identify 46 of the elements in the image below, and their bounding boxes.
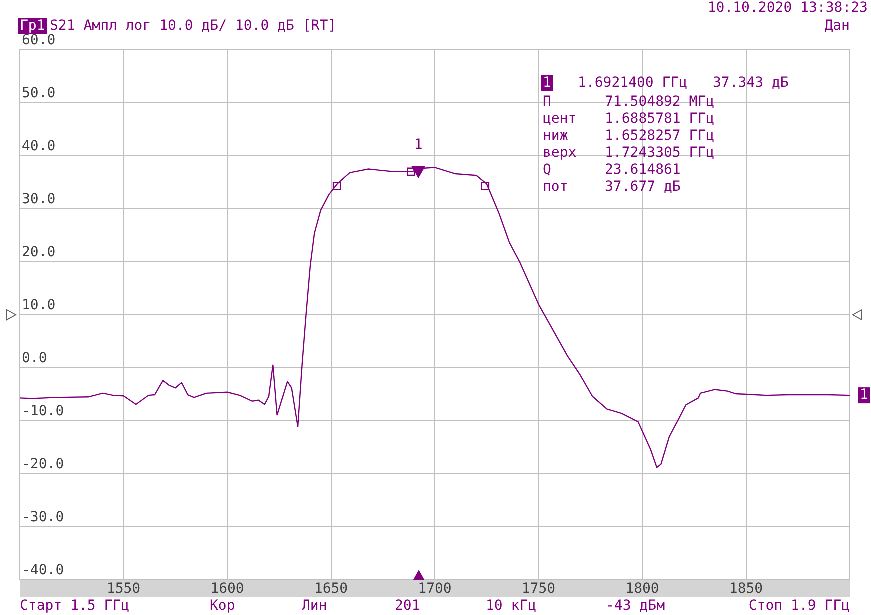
annotation: 1.7243305 ГГц bbox=[605, 145, 715, 161]
x-tick-label: 1650 bbox=[314, 581, 348, 598]
x-tick-label: 1700 bbox=[418, 581, 452, 598]
annotation: цент bbox=[543, 111, 577, 127]
x-tick-label: 1750 bbox=[522, 581, 556, 598]
annotation: П bbox=[543, 94, 552, 110]
text: 10.10.2020 13:38:23 bbox=[708, 0, 868, 16]
y-tick-label: 50.0 bbox=[22, 86, 56, 102]
chart-title: S21 Ампл лог 10.0 дБ/ 10.0 дБ [RT] bbox=[50, 18, 337, 34]
y-tick-label: 10.0 bbox=[22, 298, 56, 314]
y-tick-label: 0.0 bbox=[22, 350, 48, 367]
annotation: 23.614861 bbox=[605, 162, 681, 178]
annotation: 37.677 дБ bbox=[605, 179, 681, 195]
annotation: 71.504892 МГц bbox=[605, 94, 715, 110]
y-tick-label: 30.0 bbox=[22, 192, 56, 208]
annotation: 1 bbox=[541, 75, 554, 91]
y-tick-label: 20.0 bbox=[22, 244, 56, 261]
y-tick-label: -10.0 bbox=[22, 404, 64, 420]
text: Старт 1.5 ГГц bbox=[20, 598, 130, 614]
annotation: 1 bbox=[860, 387, 868, 404]
annotation: 1.6528257 ГГц bbox=[605, 128, 715, 144]
text: Кор bbox=[210, 598, 236, 614]
annotation: ниж bbox=[543, 128, 568, 144]
y-tick-label: -30.0 bbox=[22, 510, 64, 526]
annotation: пот bbox=[543, 179, 568, 195]
x-tick-label: 1550 bbox=[106, 581, 141, 598]
annotation: 1 bbox=[414, 136, 423, 153]
text: -43 дБм bbox=[606, 598, 666, 614]
annotation: 1.6885781 ГГц bbox=[605, 111, 715, 127]
text: 10 кГц bbox=[486, 598, 537, 614]
annotation: 37.343 дБ bbox=[713, 75, 789, 91]
x-tick-label: 1850 bbox=[729, 581, 764, 598]
y-tick-label: -40.0 bbox=[22, 562, 64, 579]
annotation: Q bbox=[543, 162, 552, 178]
x-tick-label: 1600 bbox=[210, 581, 244, 598]
y-tick-label: -20.0 bbox=[22, 456, 64, 473]
text: Гр1 bbox=[18, 18, 48, 34]
annotation: 1.6921400 ГГц bbox=[578, 75, 688, 91]
y-tick-label: 40.0 bbox=[22, 138, 56, 155]
text: 201 bbox=[395, 598, 420, 614]
text: Дан bbox=[824, 18, 850, 34]
annotation: верх bbox=[543, 145, 577, 161]
x-tick-label: 1800 bbox=[626, 581, 660, 598]
text: Лин bbox=[302, 598, 328, 614]
y-tick-label: 60.0 bbox=[22, 32, 56, 49]
text: Стоп 1.9 ГГц bbox=[748, 598, 850, 614]
